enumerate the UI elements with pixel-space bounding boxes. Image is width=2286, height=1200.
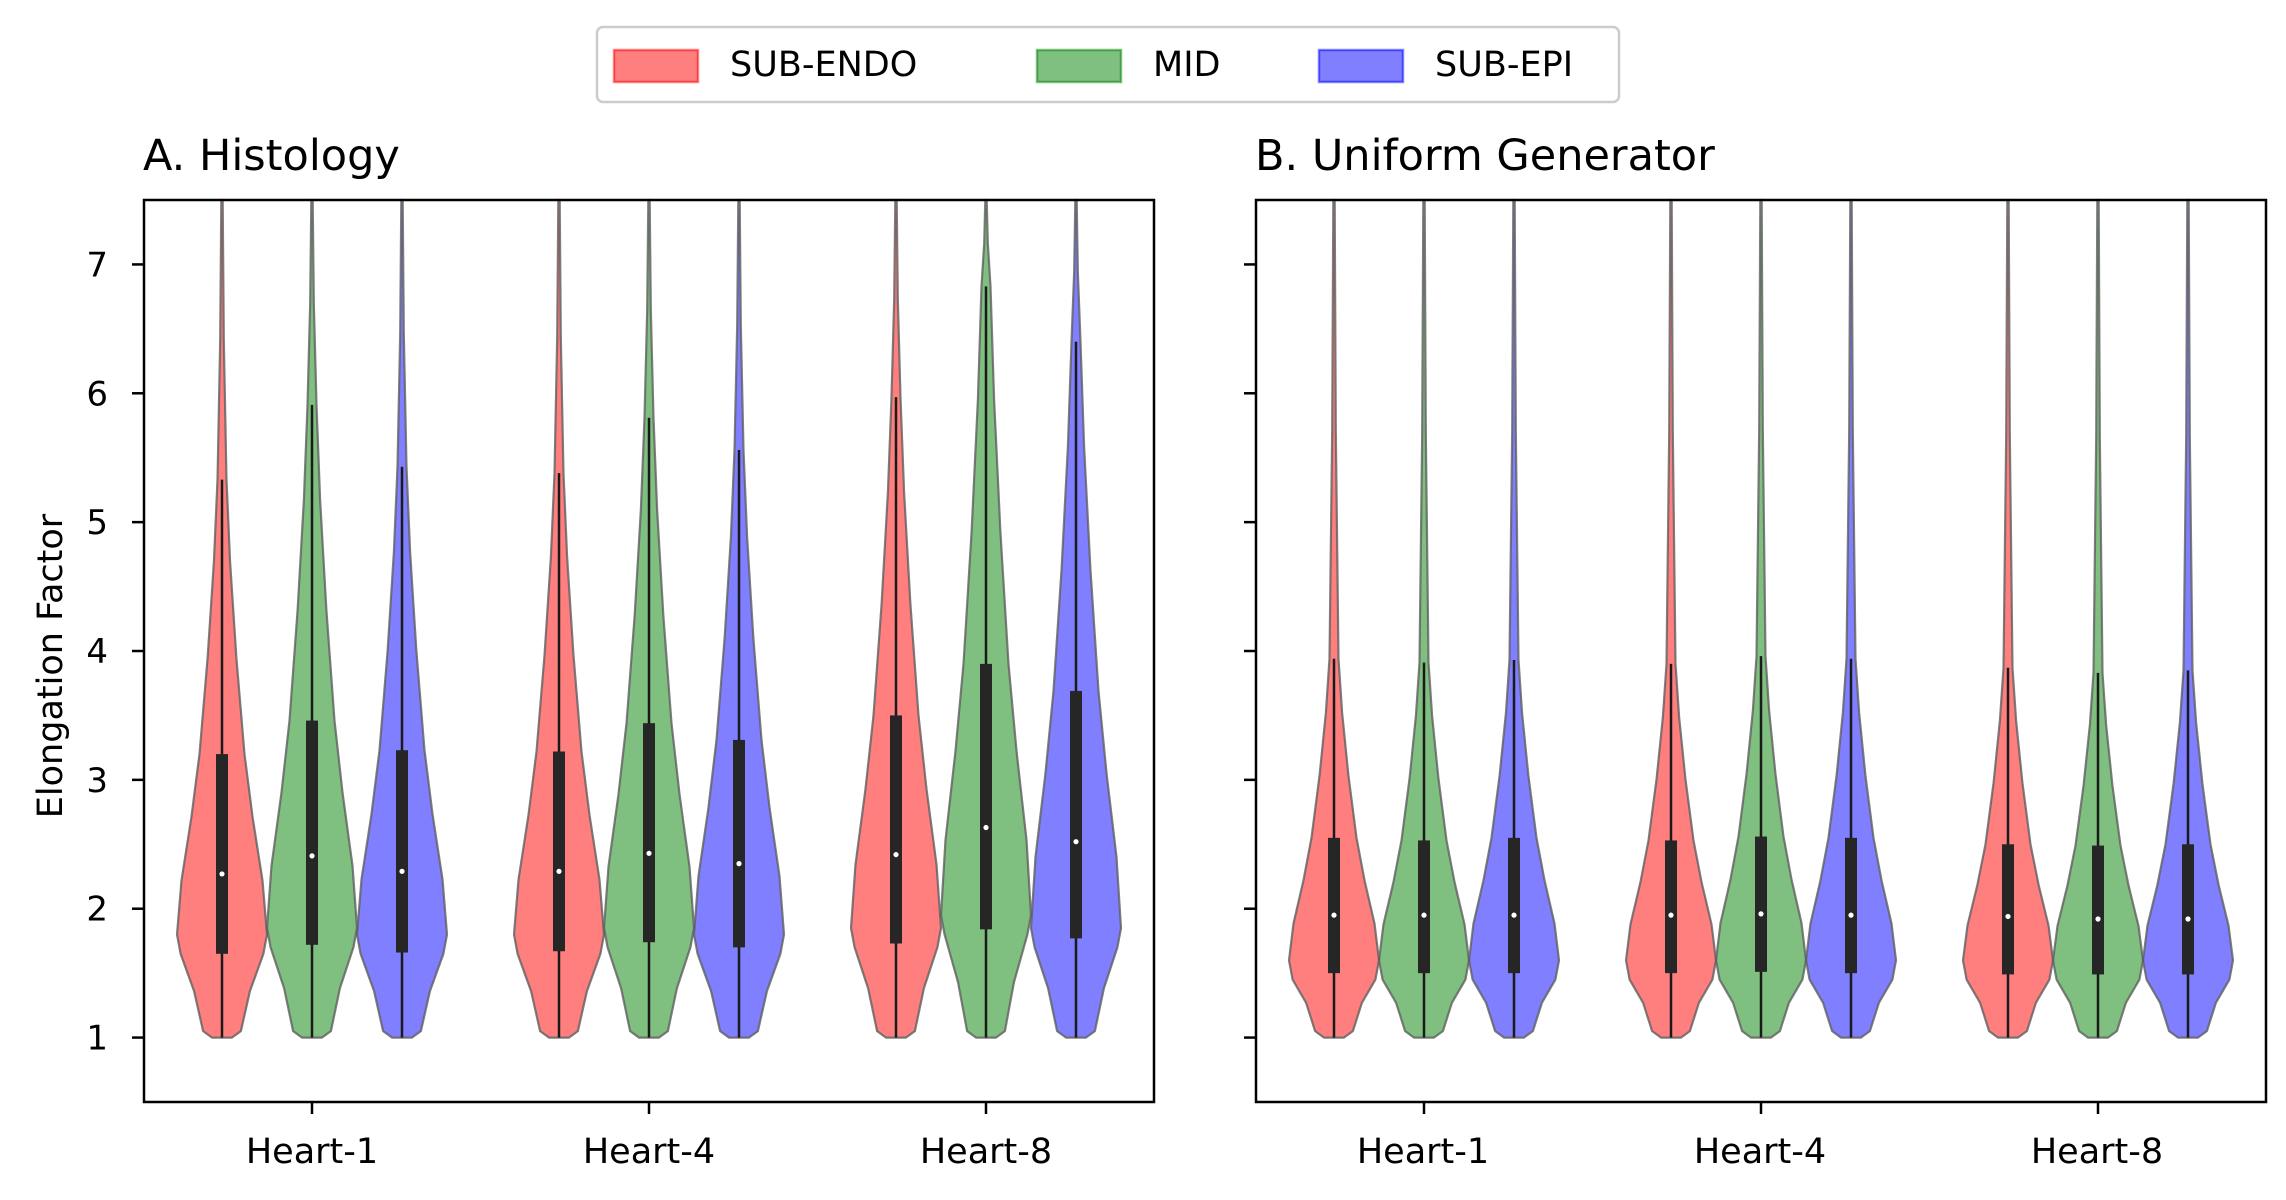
legend-label-mid: MID bbox=[1153, 45, 1220, 85]
violin-median-dot bbox=[219, 871, 225, 877]
violin-median-dot bbox=[736, 861, 742, 867]
violin-iqr-box bbox=[2182, 844, 2194, 975]
violin-iqr-box bbox=[1845, 837, 1857, 974]
violin-b-sub-epi-heart-8 bbox=[2141, 198, 2235, 1039]
violin-b-sub-epi-heart-1 bbox=[1467, 198, 1561, 1039]
violin-iqr-box bbox=[306, 720, 318, 945]
violin-median-dot bbox=[1511, 912, 1517, 918]
violin-median-dot bbox=[1331, 912, 1337, 918]
violin-iqr-box bbox=[216, 754, 228, 954]
legend: SUB-ENDO MID SUB-EPI bbox=[595, 25, 1621, 104]
violin-median-dot bbox=[1848, 912, 1854, 918]
violin-a-sub-endo-heart-1 bbox=[175, 198, 269, 1039]
violin-median-dot bbox=[1421, 912, 1427, 918]
violin-iqr-box bbox=[1418, 840, 1430, 974]
violin-a-sub-endo-heart-8 bbox=[849, 198, 943, 1039]
violin-iqr-box bbox=[1665, 840, 1677, 974]
x-tick-label-a-heart-1: Heart-1 bbox=[246, 1132, 378, 1172]
violin-iqr-box bbox=[1328, 837, 1340, 974]
violin-median-dot bbox=[2185, 916, 2191, 922]
violin-a-sub-epi-heart-8 bbox=[1029, 198, 1123, 1039]
violin-b-sub-endo-heart-1 bbox=[1287, 198, 1381, 1039]
y-tick-label: 1 bbox=[86, 1019, 108, 1059]
panel-b-title: B. Uniform Generator bbox=[1255, 131, 1715, 181]
violin-median-dot bbox=[1758, 911, 1764, 917]
violin-median-dot bbox=[1668, 912, 1674, 918]
panel-a-title: A. Histology bbox=[143, 131, 400, 181]
y-tick-label: 6 bbox=[86, 374, 108, 414]
violin-iqr-box bbox=[2002, 844, 2014, 975]
violin-iqr-box bbox=[553, 751, 565, 952]
x-tick-label-b-heart-8: Heart-8 bbox=[2031, 1132, 2163, 1172]
panel-b-axes-frame bbox=[1254, 198, 2268, 1104]
violin-b-mid-heart-4 bbox=[1714, 198, 1808, 1039]
y-tick-label: 5 bbox=[86, 503, 108, 543]
legend-swatch-sub-epi bbox=[1317, 48, 1405, 84]
violin-iqr-box bbox=[1755, 836, 1767, 972]
violin-median-dot bbox=[646, 850, 652, 856]
violin-median-dot bbox=[2005, 913, 2011, 920]
violin-median-dot bbox=[983, 824, 989, 831]
x-tick-label-a-heart-4: Heart-4 bbox=[583, 1132, 715, 1172]
violin-iqr-box bbox=[396, 750, 408, 953]
violin-a-mid-heart-8 bbox=[939, 198, 1033, 1039]
violin-median-dot bbox=[2095, 916, 2101, 922]
y-axis-label: Elongation Factor bbox=[31, 513, 71, 818]
y-tick-label: 4 bbox=[86, 632, 108, 672]
x-tick-label-a-heart-8: Heart-8 bbox=[920, 1132, 1052, 1172]
violin-iqr-box bbox=[643, 723, 655, 943]
panel-a-axes-frame bbox=[142, 198, 1156, 1104]
legend-label-sub-epi: SUB-EPI bbox=[1435, 45, 1573, 85]
panel-a-ticks bbox=[132, 263, 988, 1114]
x-tick-label-b-heart-4: Heart-4 bbox=[1694, 1132, 1826, 1172]
violin-b-mid-heart-8 bbox=[2051, 198, 2145, 1039]
violin-median-dot bbox=[893, 851, 899, 858]
violin-iqr-box bbox=[980, 663, 992, 930]
violin-iqr-box bbox=[890, 715, 902, 944]
violin-a-mid-heart-1 bbox=[265, 198, 359, 1039]
violin-median-dot bbox=[399, 868, 405, 874]
panel-b-plot bbox=[1244, 198, 2235, 1114]
violin-iqr-box bbox=[2092, 845, 2104, 975]
violin-a-sub-endo-heart-4 bbox=[512, 198, 606, 1039]
y-tick-label: 2 bbox=[86, 890, 108, 930]
violin-median-dot bbox=[1073, 839, 1079, 845]
violin-b-sub-epi-heart-4 bbox=[1804, 198, 1898, 1039]
violin-a-sub-epi-heart-1 bbox=[355, 198, 449, 1039]
violin-median-dot bbox=[309, 853, 315, 859]
x-tick-label-b-heart-1: Heart-1 bbox=[1357, 1132, 1489, 1172]
violin-b-sub-endo-heart-8 bbox=[1961, 198, 2055, 1039]
violin-iqr-box bbox=[1508, 837, 1520, 974]
legend-swatch-mid bbox=[1035, 48, 1123, 84]
violin-a-sub-epi-heart-4 bbox=[692, 198, 786, 1039]
violin-a-mid-heart-4 bbox=[602, 198, 696, 1039]
violin-iqr-box bbox=[1070, 690, 1082, 939]
violin-iqr-box bbox=[733, 739, 745, 948]
y-tick-label: 3 bbox=[86, 761, 108, 801]
x-tick-labels: Heart-1 Heart-4 Heart-8 Heart-1 Heart-4 … bbox=[246, 1132, 2163, 1172]
violin-median-dot bbox=[556, 868, 562, 874]
y-tick-label: 7 bbox=[86, 245, 108, 285]
violin-b-mid-heart-1 bbox=[1377, 198, 1471, 1039]
legend-label-sub-endo: SUB-ENDO bbox=[730, 45, 917, 85]
y-tick-labels: 1 2 3 4 5 6 7 bbox=[86, 245, 108, 1058]
legend-swatch-sub-endo bbox=[612, 48, 700, 84]
panel-a-plot bbox=[132, 198, 1123, 1114]
panel-b-ticks bbox=[1244, 263, 2100, 1114]
violin-b-sub-endo-heart-4 bbox=[1624, 198, 1718, 1039]
